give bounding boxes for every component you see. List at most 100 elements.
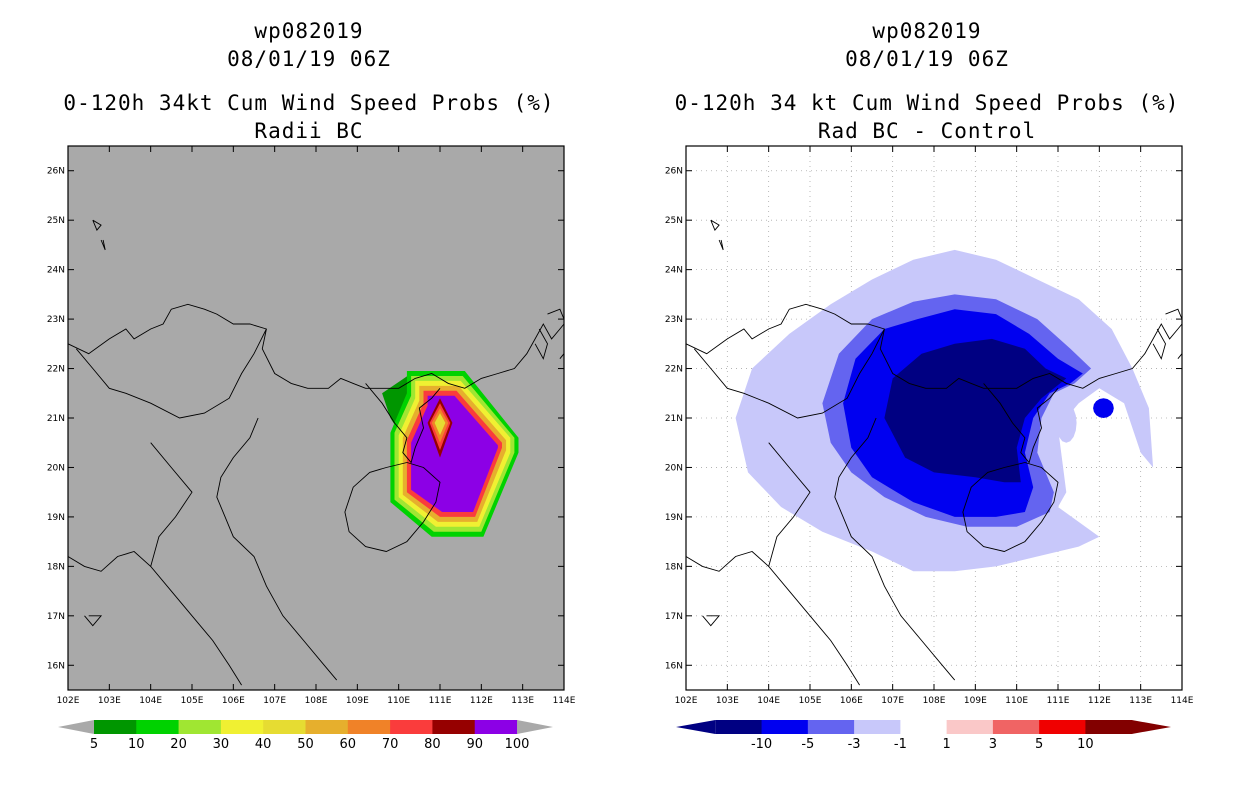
right-lat-label: 20N [665, 463, 683, 473]
left-lon-label: 114E [553, 696, 576, 706]
left-probability-contour [434, 413, 446, 436]
right-lat-label: 22N [665, 365, 683, 375]
right-colorbar-arrow-left [676, 720, 716, 734]
right-map: 102E 103E 104E 105E 106E 107E 108E 109E 110E 111E… [665, 145, 1194, 752]
right-colorbar-swatch [761, 720, 809, 734]
right-subtitle: Rad BC - Control [817, 119, 1037, 143]
right-lon-label: 112E [1088, 696, 1111, 706]
right-lat-label: 16N [665, 661, 683, 671]
right-panel: wp082019 08/01/19 06Z 0-120h 34 kt Cum W… [618, 0, 1236, 800]
right-difference-contour [1055, 403, 1077, 443]
left-lon-label: 107E [263, 696, 286, 706]
right-colorbar-label: 3 [989, 737, 997, 752]
left-colorbar-arrow-right [517, 720, 553, 734]
right-coastline [834, 417, 956, 681]
left-coastline [344, 462, 441, 552]
left-lat-label: 20N [47, 463, 65, 473]
left-colorbar-swatch [474, 720, 518, 734]
left-colorbar-swatch [305, 720, 349, 734]
right-lon-label: 111E [1047, 696, 1070, 706]
right-coastline [702, 615, 721, 627]
right-lon-label: 102E [675, 696, 698, 706]
left-colorbar-swatch [390, 720, 433, 734]
right-lon-label: 114E [1171, 696, 1194, 706]
right-lat-label: 17N [665, 612, 683, 622]
left-colorbar-label: 10 [128, 737, 145, 752]
right-colorbar-swatch [900, 720, 948, 734]
left-colorbar-label: 30 [213, 737, 230, 752]
left-lon-label: 112E [470, 696, 493, 706]
left-colorbar-swatch [347, 720, 391, 734]
left-colorbar-swatch [432, 720, 476, 734]
right-colorbar-label: 10 [1077, 737, 1094, 752]
right-lat-label: 23N [665, 315, 683, 325]
left-storm-id: wp082019 [254, 19, 364, 43]
right-storm-id: wp082019 [872, 19, 982, 43]
left-lon-label: 109E [346, 696, 369, 706]
right-lon-label: 106E [840, 696, 863, 706]
left-colorbar-label: 70 [382, 737, 399, 752]
left-lon-label: 108E [305, 696, 328, 706]
left-lat-label: 23N [47, 315, 65, 325]
left-coastline [547, 308, 565, 320]
right-coastline [693, 328, 885, 419]
right-coastline [685, 303, 1183, 389]
right-colorbar-swatch [1039, 720, 1086, 734]
right-colorbar-swatch [854, 720, 901, 734]
left-coastline [92, 219, 102, 231]
right-lon-label: 107E [881, 696, 904, 706]
left-colorbar-label: 5 [90, 737, 98, 752]
left-colorbar-label: 100 [505, 737, 530, 752]
right-colorbar-label: -1 [894, 737, 907, 752]
right-colorbar-swatch [715, 720, 763, 734]
right-colorbar-swatch [946, 720, 994, 734]
left-colorbar-label: 40 [255, 737, 272, 752]
left-coastline [559, 353, 565, 359]
right-coastline [718, 239, 724, 251]
left-lon-label: 103E [98, 696, 121, 706]
right-colorbar-arrow-right [1131, 720, 1171, 734]
left-lat-label: 16N [47, 661, 65, 671]
left-lat-label: 22N [47, 365, 65, 375]
right-colorbar-swatch [992, 720, 1040, 734]
left-coastline [67, 303, 565, 389]
left-coastline [216, 417, 338, 681]
left-colorbar-swatch [93, 720, 137, 734]
left-lat-label: 25N [47, 216, 65, 226]
right-lat-label: 24N [665, 266, 683, 276]
left-coastline [100, 239, 106, 251]
right-difference-contour [1093, 398, 1114, 418]
left-colorbar-label: 80 [424, 737, 441, 752]
left-datetime: 08/01/19 06Z [227, 47, 391, 71]
right-lon-label: 113E [1129, 696, 1152, 706]
right-coastline [768, 442, 860, 686]
left-lon-label: 111E [429, 696, 452, 706]
left-colorbar-swatch [220, 720, 264, 734]
right-colorbar-label: 1 [942, 737, 950, 752]
right-lat-label: 25N [665, 216, 683, 226]
right-lat-label: 19N [665, 513, 683, 523]
right-colorbar-label: -10 [751, 737, 772, 752]
right-coastline [962, 462, 1059, 552]
right-colorbar-swatch [807, 720, 855, 734]
right-coastline [710, 219, 720, 231]
left-lat-label: 26N [47, 167, 65, 177]
right-difference-contour [884, 338, 1067, 483]
right-coastline [685, 550, 770, 572]
right-lon-label: 104E [757, 696, 780, 706]
left-coastline [534, 328, 548, 360]
left-lon-label: 113E [511, 696, 534, 706]
right-datetime: 08/01/19 06Z [845, 47, 1009, 71]
right-lon-label: 103E [716, 696, 739, 706]
right-title: 0-120h 34 kt Cum Wind Speed Probs (%) [674, 91, 1180, 115]
left-lat-label: 19N [47, 513, 65, 523]
left-colorbar-swatch [136, 720, 180, 734]
right-lat-label: 21N [665, 414, 683, 424]
left-lat-label: 17N [47, 612, 65, 622]
left-map: 102E 103E 104E 105E 106E 107E 108E 109E 110E 111E… [47, 145, 576, 752]
left-subtitle: Radii BC [254, 119, 364, 143]
left-coastline [84, 615, 103, 627]
left-colorbar-swatch [178, 720, 222, 734]
left-title: 0-120h 34kt Cum Wind Speed Probs (%) [63, 91, 555, 115]
right-lon-label: 105E [799, 696, 822, 706]
